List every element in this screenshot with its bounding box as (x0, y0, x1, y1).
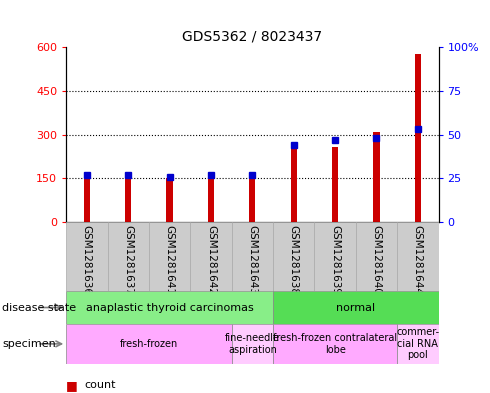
Text: fine-needle
aspiration: fine-needle aspiration (225, 333, 280, 354)
Bar (273, 291, 439, 324)
Bar (167, 178, 172, 222)
Bar (249, 177, 255, 222)
Text: ■: ■ (66, 378, 78, 392)
Text: GSM1281643: GSM1281643 (247, 226, 257, 296)
Bar (373, 132, 380, 222)
Bar (66, 291, 273, 324)
Bar (125, 177, 131, 222)
Bar (84, 175, 90, 222)
Text: GSM1281641: GSM1281641 (165, 226, 174, 296)
Text: GSM1281640: GSM1281640 (371, 226, 382, 296)
Text: count: count (85, 380, 116, 390)
Title: GDS5362 / 8023437: GDS5362 / 8023437 (182, 29, 322, 43)
Bar (208, 175, 214, 222)
Text: anaplastic thyroid carcinomas: anaplastic thyroid carcinomas (86, 303, 253, 312)
Bar (332, 147, 338, 222)
Text: normal: normal (336, 303, 375, 312)
Text: GSM1281638: GSM1281638 (289, 226, 299, 296)
Text: GSM1281644: GSM1281644 (413, 226, 423, 296)
Bar (190, 222, 232, 291)
Bar (66, 324, 232, 364)
Text: GSM1281642: GSM1281642 (206, 226, 216, 296)
Bar (273, 324, 397, 364)
Bar (232, 222, 273, 291)
Bar (415, 53, 421, 222)
Text: specimen: specimen (2, 339, 56, 349)
Text: GSM1281636: GSM1281636 (82, 226, 92, 296)
Bar (397, 222, 439, 291)
Bar (356, 222, 397, 291)
Bar (397, 324, 439, 364)
Text: fresh-frozen: fresh-frozen (120, 339, 178, 349)
Text: GSM1281639: GSM1281639 (330, 226, 340, 296)
Text: fresh-frozen contralateral
lobe: fresh-frozen contralateral lobe (273, 333, 397, 354)
Bar (66, 222, 107, 291)
Text: commer-
cial RNA
pool: commer- cial RNA pool (396, 327, 440, 360)
Bar (273, 222, 315, 291)
Bar (315, 222, 356, 291)
Bar (107, 222, 149, 291)
Text: GSM1281637: GSM1281637 (123, 226, 133, 296)
Bar (291, 148, 297, 222)
Bar (232, 324, 273, 364)
Bar (149, 222, 190, 291)
Text: disease state: disease state (2, 303, 76, 312)
